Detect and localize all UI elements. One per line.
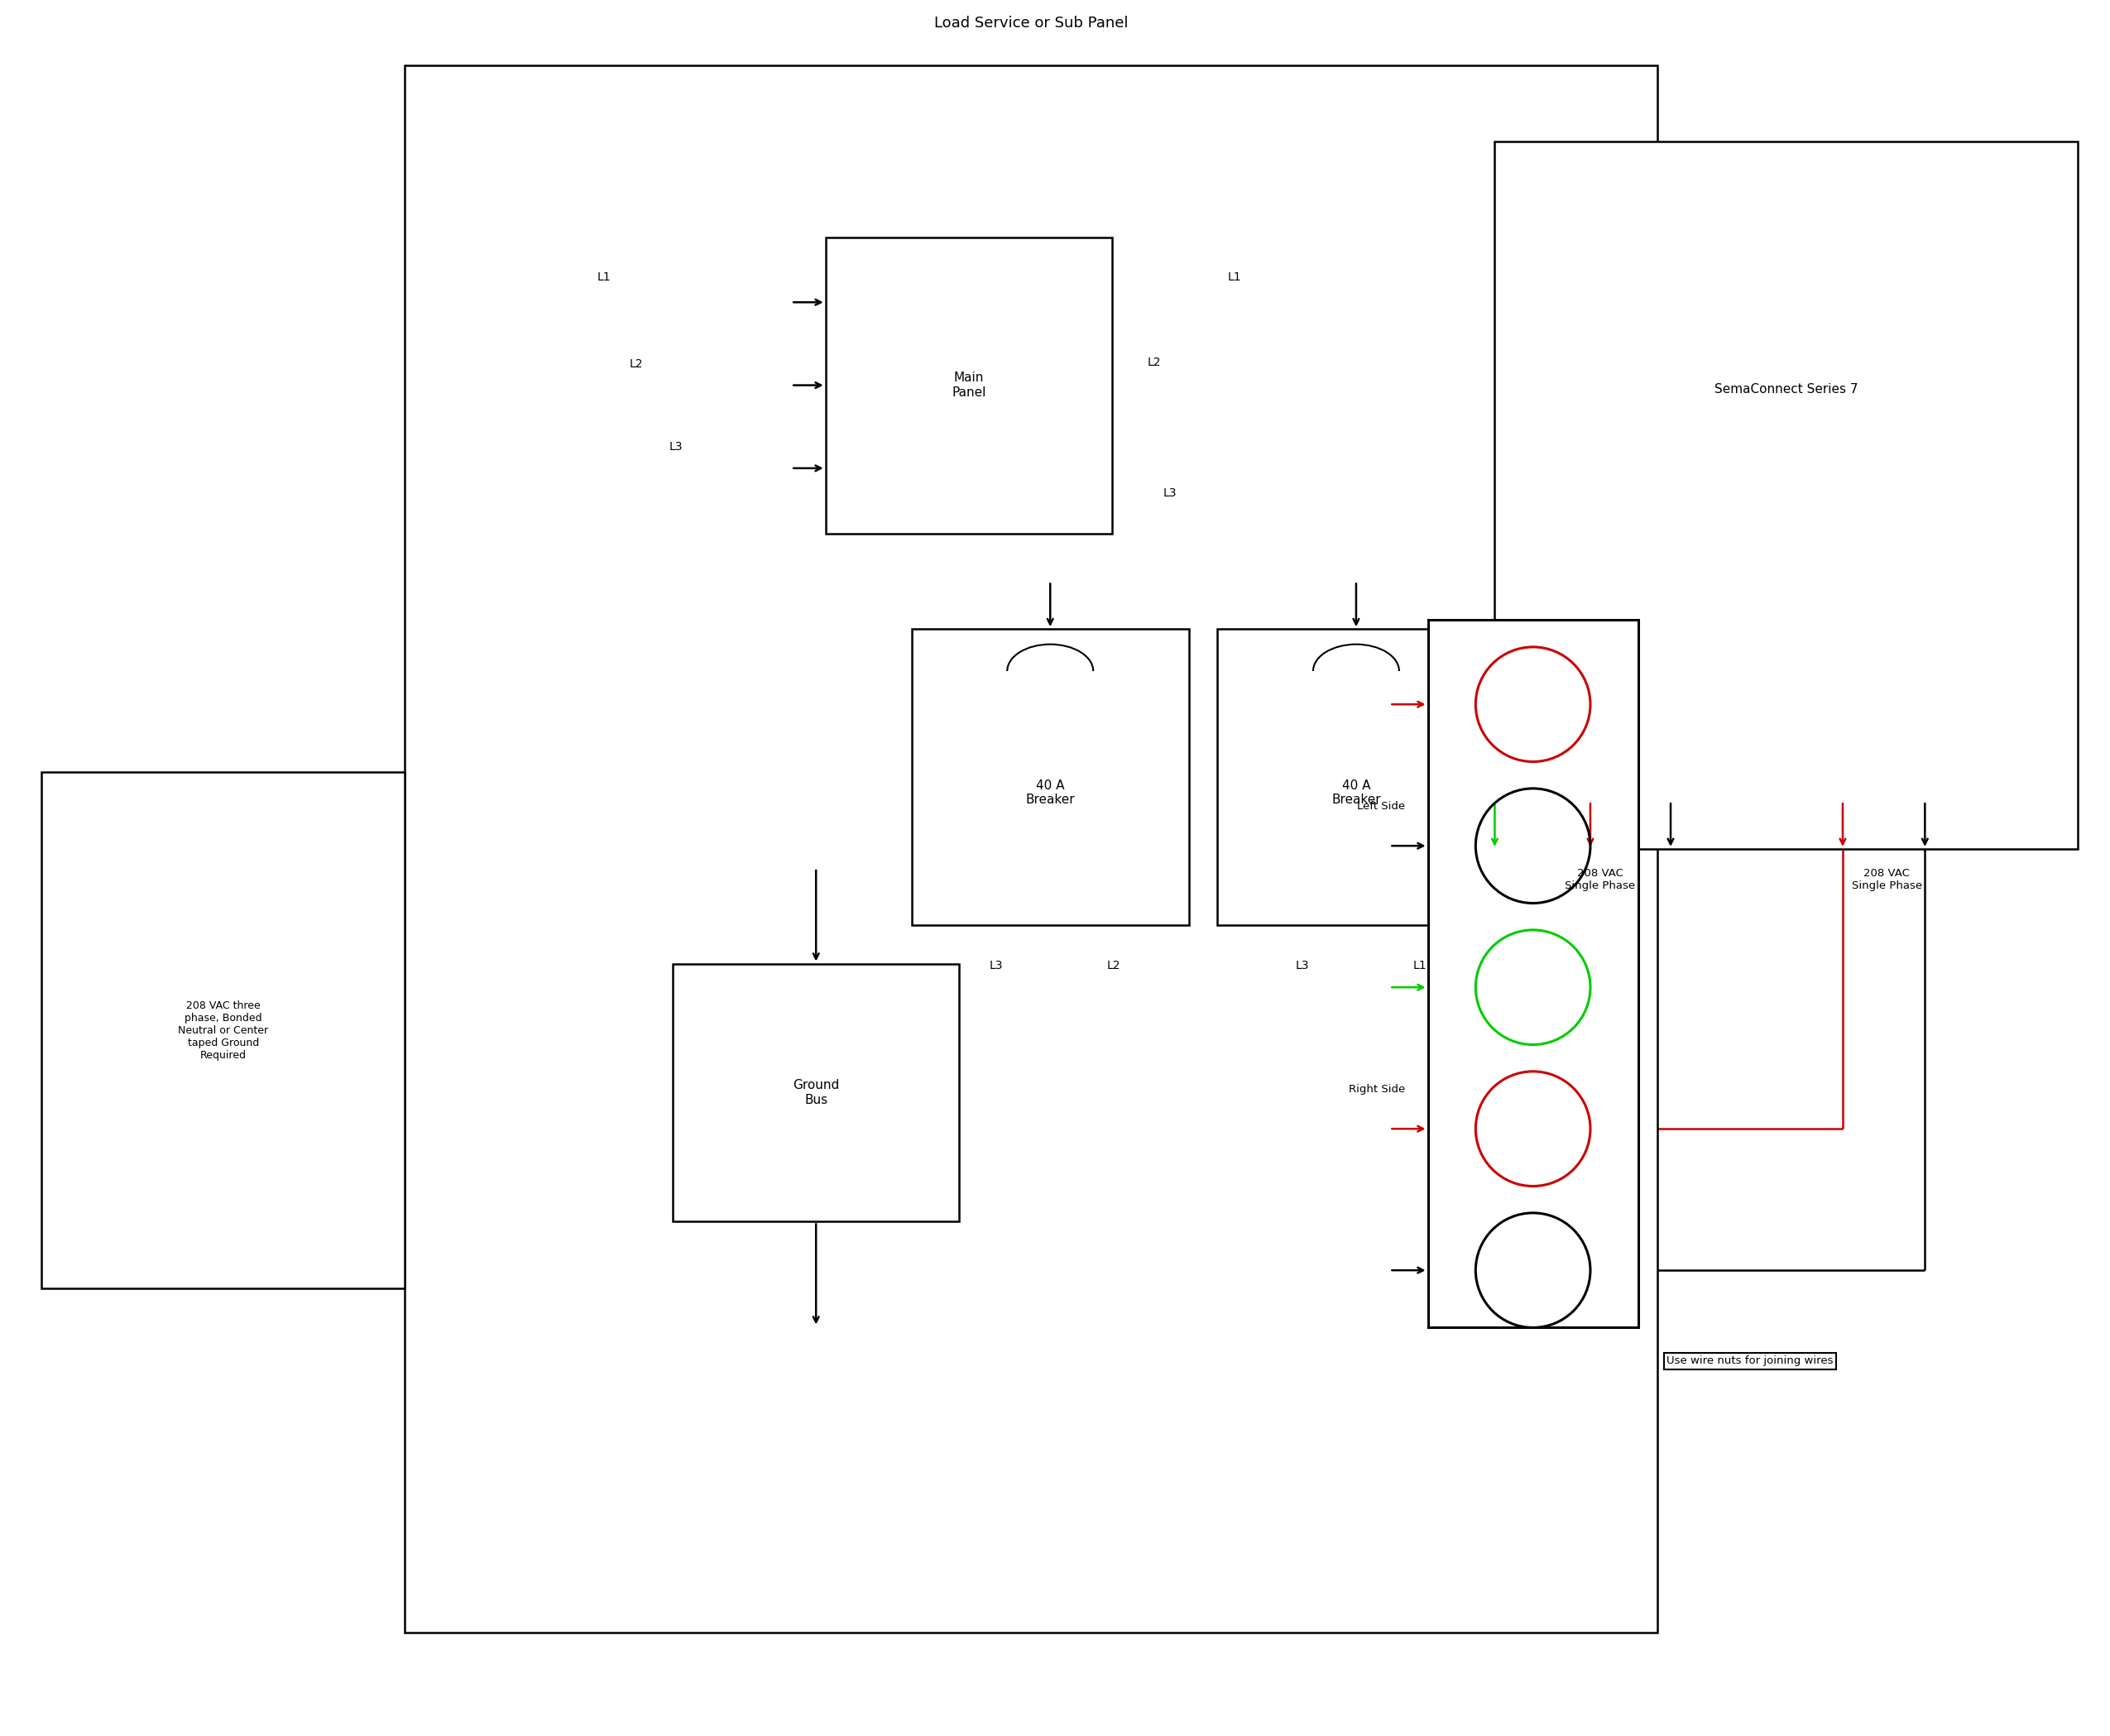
- Text: L1: L1: [1414, 960, 1426, 972]
- Bar: [673, 963, 960, 1222]
- Text: L3: L3: [990, 960, 1002, 972]
- Text: Load Service or Sub Panel: Load Service or Sub Panel: [935, 16, 1129, 30]
- Text: Ground
Bus: Ground Bus: [793, 1080, 840, 1106]
- Text: 208 VAC three
phase, Bonded
Neutral or Center
taped Ground
Required: 208 VAC three phase, Bonded Neutral or C…: [177, 1000, 268, 1061]
- Text: Left Side: Left Side: [1357, 800, 1405, 811]
- Text: 40 A
Breaker: 40 A Breaker: [1025, 779, 1074, 806]
- Text: L3: L3: [1163, 488, 1177, 498]
- Text: Use wire nuts for joining wires: Use wire nuts for joining wires: [1667, 1356, 1834, 1366]
- Text: Main
Panel: Main Panel: [952, 372, 985, 399]
- Text: L1: L1: [1228, 271, 1241, 283]
- Bar: [405, 64, 1656, 1634]
- Bar: [42, 773, 405, 1288]
- Bar: [1428, 620, 1637, 1326]
- Text: 208 VAC
Single Phase: 208 VAC Single Phase: [1566, 868, 1635, 891]
- Text: L1: L1: [597, 271, 610, 283]
- Text: 208 VAC
Single Phase: 208 VAC Single Phase: [1850, 868, 1922, 891]
- Text: L2: L2: [629, 358, 644, 370]
- Bar: [1217, 628, 1494, 925]
- Text: L2: L2: [1108, 960, 1120, 972]
- Bar: [912, 628, 1188, 925]
- Text: Right Side: Right Side: [1348, 1083, 1405, 1094]
- Text: 40 A
Breaker: 40 A Breaker: [1331, 779, 1380, 806]
- Text: L3: L3: [669, 441, 682, 453]
- Text: L2: L2: [1148, 356, 1160, 368]
- Text: SemaConnect Series 7: SemaConnect Series 7: [1715, 384, 1859, 396]
- Text: L3: L3: [1296, 960, 1308, 972]
- Bar: [1494, 141, 2078, 849]
- Bar: [825, 238, 1112, 533]
